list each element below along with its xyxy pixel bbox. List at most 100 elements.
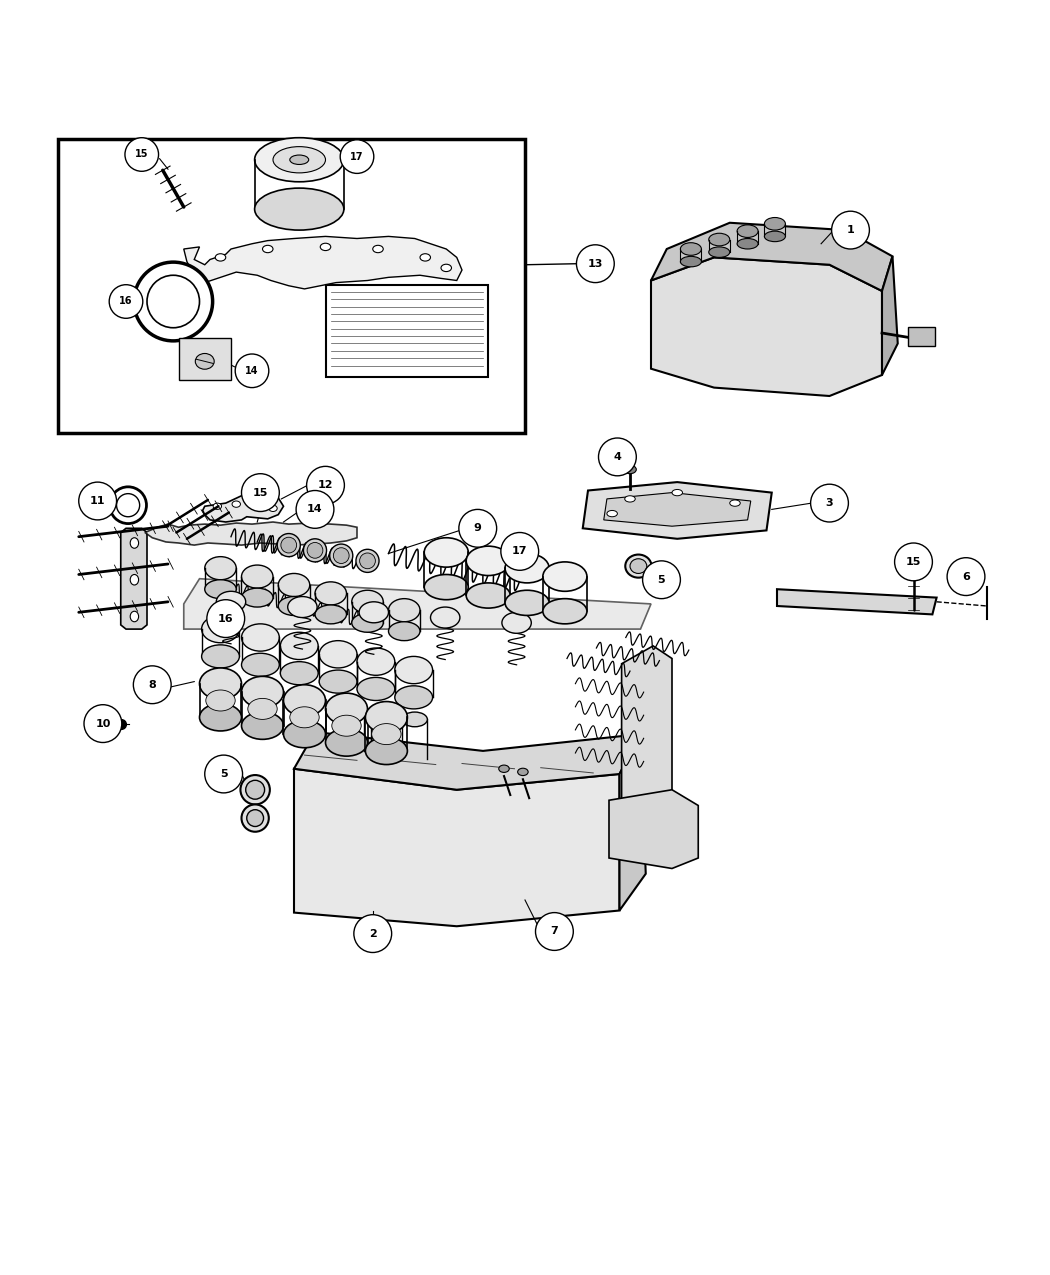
Ellipse shape — [315, 581, 346, 604]
Ellipse shape — [200, 668, 242, 700]
Text: 5: 5 — [657, 575, 666, 585]
Ellipse shape — [737, 224, 758, 237]
Ellipse shape — [357, 677, 395, 700]
Text: 15: 15 — [906, 557, 921, 567]
Ellipse shape — [424, 575, 468, 599]
Circle shape — [576, 245, 614, 283]
Polygon shape — [203, 492, 284, 521]
Ellipse shape — [319, 640, 357, 668]
Polygon shape — [622, 646, 672, 811]
Polygon shape — [604, 492, 751, 527]
Ellipse shape — [502, 612, 531, 634]
Ellipse shape — [365, 737, 407, 765]
Ellipse shape — [205, 580, 236, 599]
Text: 12: 12 — [318, 481, 333, 491]
Ellipse shape — [315, 604, 346, 623]
Ellipse shape — [326, 694, 368, 724]
Ellipse shape — [242, 711, 284, 739]
Ellipse shape — [134, 263, 212, 340]
Ellipse shape — [352, 590, 383, 613]
Ellipse shape — [284, 685, 326, 717]
Polygon shape — [184, 236, 462, 289]
Ellipse shape — [709, 233, 730, 246]
Ellipse shape — [371, 708, 396, 723]
Circle shape — [84, 705, 122, 742]
Polygon shape — [609, 789, 698, 868]
Ellipse shape — [206, 690, 235, 711]
Circle shape — [459, 510, 497, 547]
Ellipse shape — [365, 701, 407, 733]
Ellipse shape — [680, 242, 701, 255]
Circle shape — [242, 474, 279, 511]
Ellipse shape — [242, 565, 273, 588]
Text: 5: 5 — [219, 769, 228, 779]
Ellipse shape — [518, 769, 528, 775]
Bar — [58, 139, 525, 432]
Ellipse shape — [709, 247, 730, 258]
Polygon shape — [294, 769, 620, 926]
Ellipse shape — [280, 632, 318, 659]
Ellipse shape — [339, 704, 364, 718]
Text: 15: 15 — [135, 149, 148, 159]
Polygon shape — [121, 528, 147, 629]
Text: 7: 7 — [550, 927, 559, 937]
Text: 17: 17 — [512, 547, 527, 556]
Text: 17: 17 — [351, 152, 363, 162]
Ellipse shape — [730, 500, 740, 506]
Ellipse shape — [213, 504, 222, 510]
Ellipse shape — [466, 546, 510, 575]
Circle shape — [354, 914, 392, 952]
Ellipse shape — [200, 704, 242, 731]
Ellipse shape — [205, 557, 236, 580]
Circle shape — [501, 533, 539, 570]
Ellipse shape — [254, 189, 344, 230]
Bar — [178, 338, 231, 380]
Text: 13: 13 — [588, 259, 603, 269]
Ellipse shape — [395, 657, 433, 683]
Ellipse shape — [278, 574, 310, 597]
Text: 10: 10 — [96, 719, 110, 728]
Ellipse shape — [130, 538, 139, 548]
Polygon shape — [620, 734, 646, 910]
Ellipse shape — [466, 583, 510, 608]
Polygon shape — [651, 258, 882, 397]
Circle shape — [133, 666, 171, 704]
Ellipse shape — [147, 275, 200, 328]
Ellipse shape — [303, 539, 327, 562]
Circle shape — [832, 212, 869, 249]
Ellipse shape — [278, 597, 310, 616]
Ellipse shape — [242, 588, 273, 607]
Ellipse shape — [269, 505, 277, 511]
Ellipse shape — [290, 156, 309, 164]
Ellipse shape — [388, 622, 420, 640]
Ellipse shape — [262, 245, 273, 252]
Ellipse shape — [254, 138, 344, 182]
Ellipse shape — [505, 553, 549, 583]
Ellipse shape — [764, 231, 785, 242]
Ellipse shape — [320, 244, 331, 251]
Ellipse shape — [232, 501, 240, 507]
Polygon shape — [777, 589, 937, 615]
Ellipse shape — [356, 550, 379, 572]
Text: 16: 16 — [218, 613, 233, 623]
Ellipse shape — [352, 613, 383, 632]
Ellipse shape — [307, 542, 323, 558]
Circle shape — [947, 557, 985, 595]
Text: 16: 16 — [120, 297, 132, 306]
Circle shape — [207, 599, 245, 638]
Ellipse shape — [402, 711, 427, 727]
Text: 4: 4 — [613, 451, 622, 462]
Ellipse shape — [248, 699, 277, 719]
Ellipse shape — [242, 623, 279, 652]
Bar — [908, 326, 934, 346]
Ellipse shape — [288, 597, 317, 617]
Ellipse shape — [543, 599, 587, 623]
Ellipse shape — [441, 264, 452, 272]
Ellipse shape — [624, 465, 636, 474]
Text: 9: 9 — [474, 523, 482, 533]
Ellipse shape — [395, 686, 433, 709]
Ellipse shape — [388, 599, 420, 622]
Ellipse shape — [332, 715, 361, 736]
Ellipse shape — [273, 147, 326, 173]
Circle shape — [643, 561, 680, 599]
